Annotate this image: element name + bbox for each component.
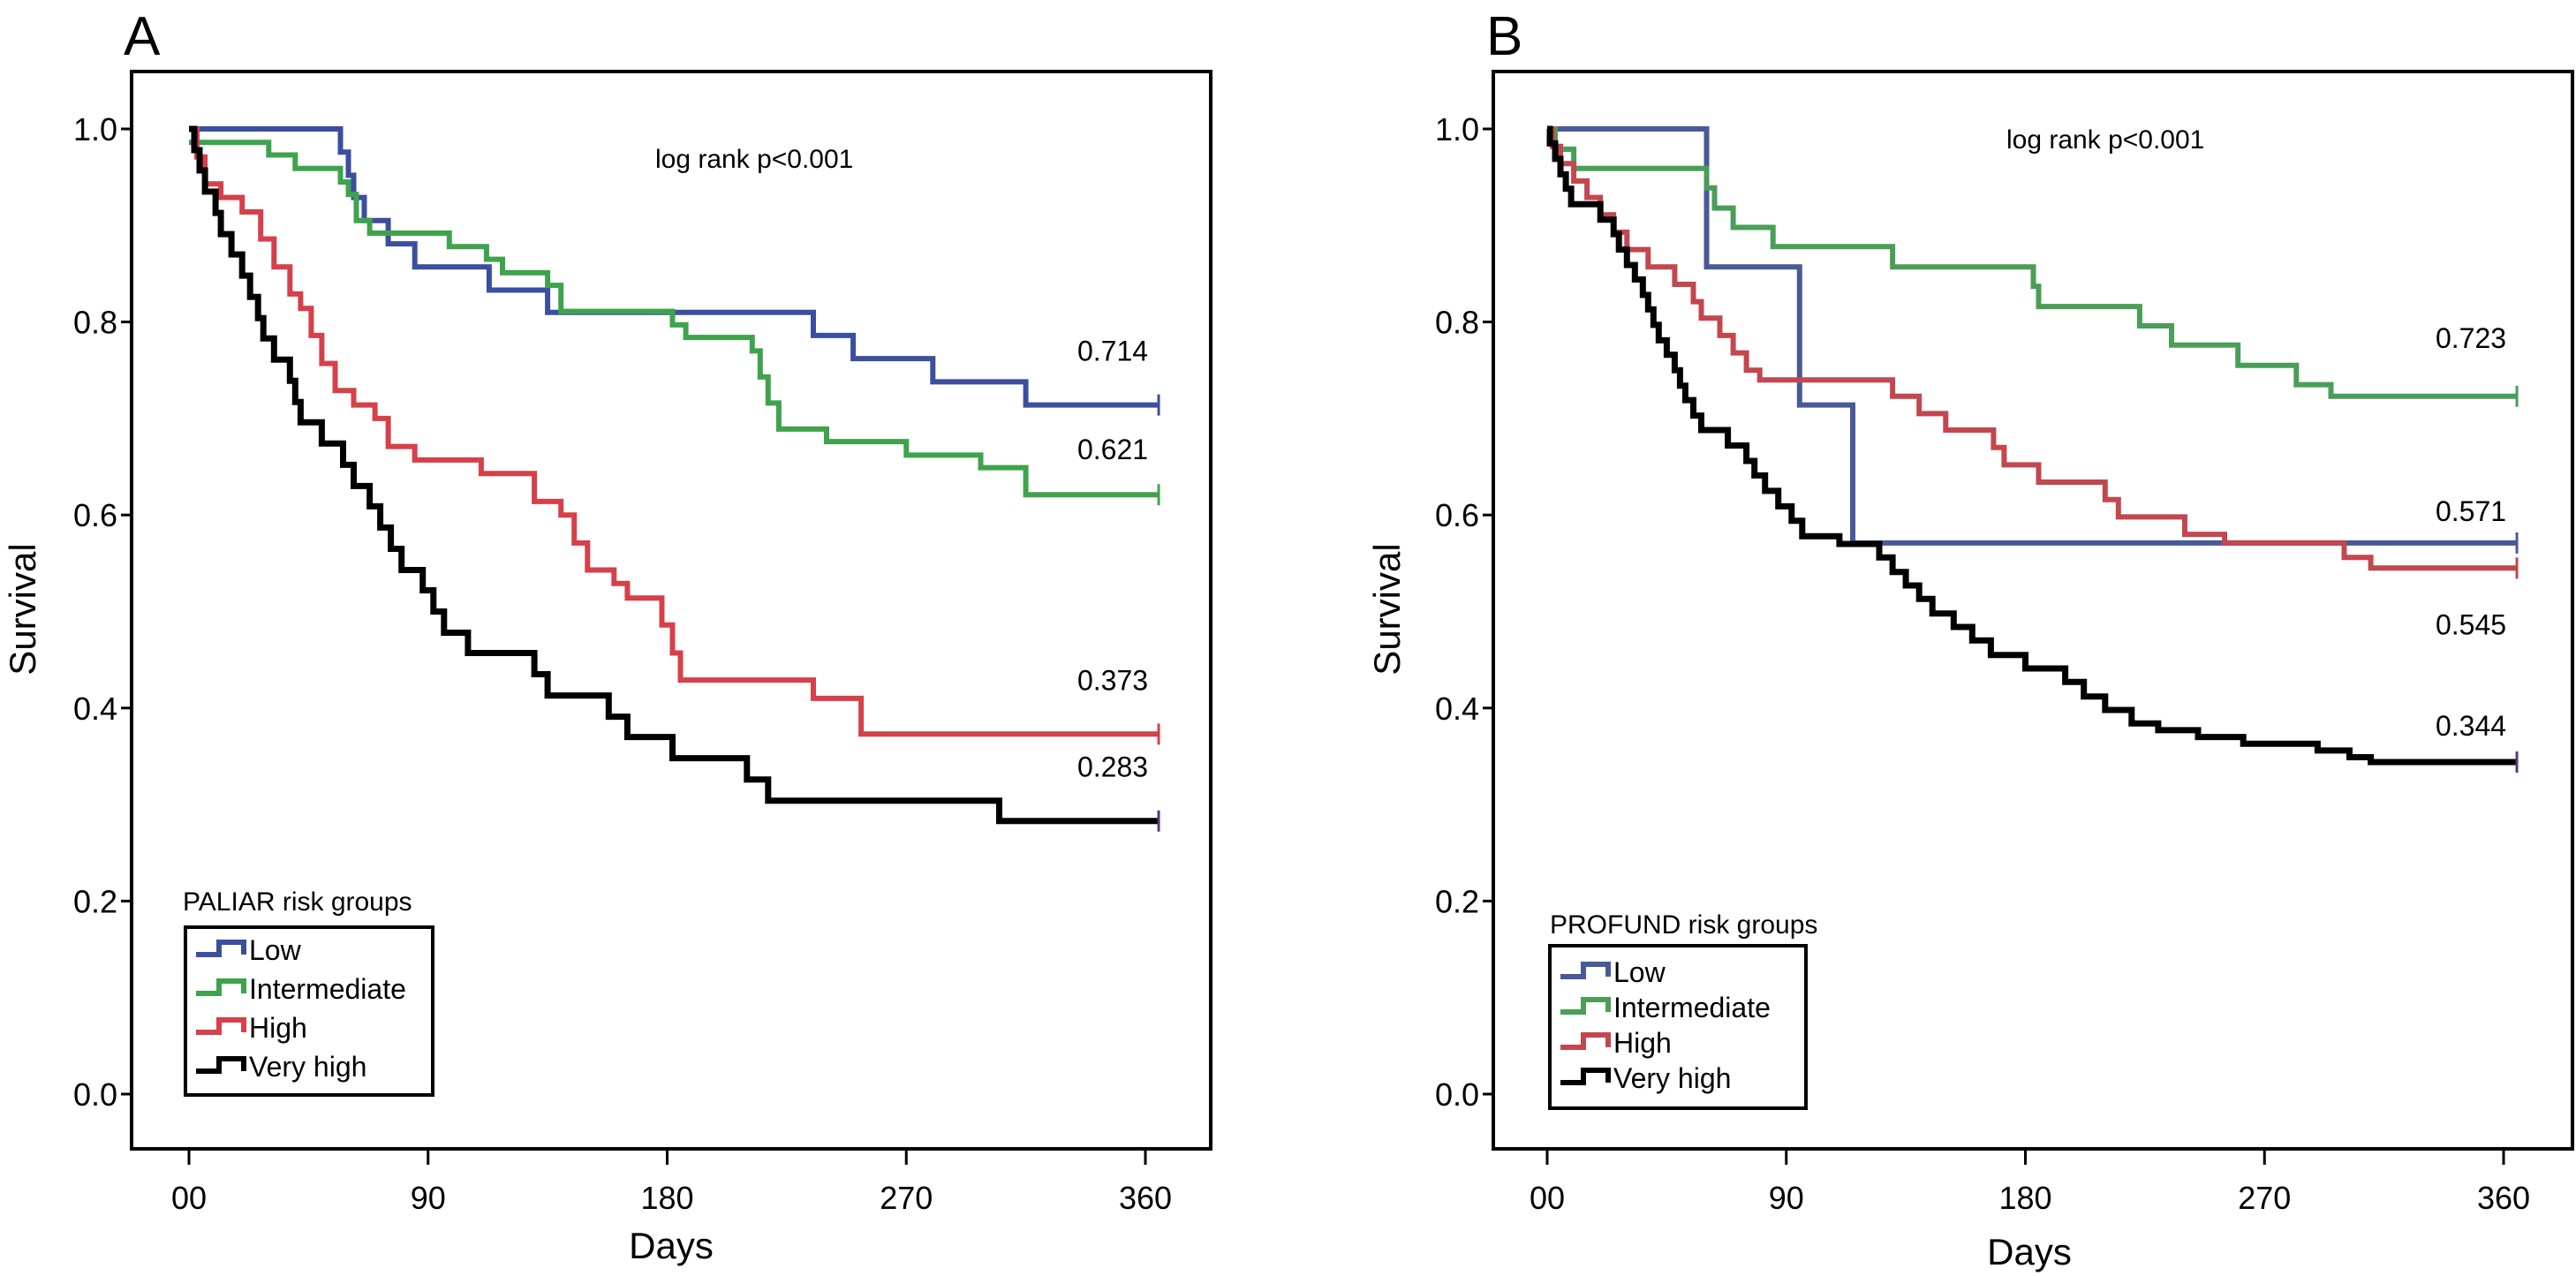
end-label-low: 0.714 [1077,336,1148,367]
x-axis-title-b: Days [1987,1231,2072,1272]
legend-box-b [1548,944,1808,1110]
legend-swatch-low [1560,962,1611,979]
end-label-very-high: 0.283 [1077,751,1148,783]
y-tick-label: 0.6 [73,497,117,533]
x-tick-label: 180 [1998,1180,2051,1216]
x-tick-label: 00 [1530,1180,1565,1216]
x-tick-label: 90 [411,1180,446,1216]
end-label-low: 0.571 [2436,495,2506,527]
curve-intermediate [1547,126,2517,399]
y-axis-title-a: Survival [2,543,43,675]
curve-low [189,126,1159,408]
x-tick-label: 90 [1769,1180,1804,1216]
log-rank-annotation-b: log rank p<0.001 [2006,125,2204,155]
legend-label-very-high: Very high [249,1051,366,1083]
curves-a [189,125,1160,832]
curve-very-high [1546,125,2517,766]
y-tick-label: 0.2 [73,883,117,919]
legend-label-very-high: Very high [1613,1062,1731,1094]
x-tick-label: 360 [1119,1180,1172,1216]
legend-title-b: PROFUND risk groups [1550,910,1817,940]
legend-label-intermediate: Intermediate [1613,992,1771,1023]
curve-high [1547,126,2517,571]
y-tick-label: 0.8 [1435,305,1479,341]
end-labels-a: 0.714 0.621 0.373 0.283 [1077,336,1148,783]
end-label-high: 0.373 [1077,664,1148,696]
x-tick-label: 270 [2238,1180,2291,1216]
y-axis-title-b: Survival [1366,543,1408,675]
end-labels-b: 0.571 0.723 0.545 0.344 [2436,322,2506,742]
legend-swatch-low [196,940,246,957]
y-tick-label: 1.0 [1435,111,1479,147]
y-tick-label: 0.0 [73,1076,117,1113]
legend-swatch-high [1560,1032,1611,1050]
legend-label-intermediate: Intermediate [249,973,406,1005]
y-tick-label: 0.4 [1435,691,1479,727]
legend-swatch-intermediate [196,978,246,996]
x-tick-label: 360 [2477,1180,2530,1216]
y-axis-b: 0.0 0.2 0.4 0.6 0.8 1.0 [1435,111,1493,1113]
log-rank-annotation-a: log rank p<0.001 [655,145,853,174]
y-axis-a: 0.0 0.2 0.4 0.6 0.8 1.0 [73,111,132,1113]
y-tick-label: 0.4 [73,691,117,727]
legend-swatch-high [196,1017,246,1035]
legend-label-high: High [249,1012,307,1044]
y-tick-label: 0.0 [1435,1076,1479,1113]
x-tick-label: 00 [171,1180,207,1216]
legend-swatch-very-high [196,1056,246,1074]
legend-label-low: Low [249,934,302,966]
end-label-intermediate: 0.723 [2436,322,2506,354]
curve-high [189,126,1159,737]
curves-b [1546,125,2519,774]
panel-a: A 0.0 0.2 0.4 0.6 0.8 1.0 00 90 180 270 360 Survi… [2,6,1212,1266]
curve-very-high [189,125,1159,825]
y-tick-label: 0.8 [73,305,117,341]
curve-low [1547,126,2517,546]
legend-a: Low Intermediate High Very high [196,934,406,1083]
panel-b: B 0.0 0.2 0.4 0.6 0.8 1.0 00 90 180 270 360 Survi… [1366,6,2574,1272]
legend-label-high: High [1613,1027,1672,1059]
end-label-high: 0.545 [2436,608,2506,640]
legend-swatch-intermediate [1560,997,1611,1015]
x-axis-a: 00 90 180 270 360 [171,1149,1172,1216]
x-tick-label: 270 [880,1180,933,1216]
end-label-very-high: 0.344 [2436,710,2506,742]
x-axis-b: 00 90 180 270 360 [1530,1149,2530,1216]
curve-intermediate [189,140,1159,498]
panel-letter-a: A [124,6,161,67]
end-label-intermediate: 0.621 [1077,434,1148,465]
plot-frame-a [130,70,1212,1151]
x-tick-label: 180 [640,1180,693,1216]
legend-title-a: PALIAR risk groups [183,887,412,917]
legend-box-a [184,925,434,1097]
y-tick-label: 0.6 [1435,497,1479,533]
legend-label-low: Low [1613,956,1666,988]
y-tick-label: 0.2 [1435,883,1479,919]
y-tick-label: 1.0 [73,111,117,147]
panel-letter-b: B [1486,6,1522,67]
x-axis-title-a: Days [629,1225,714,1266]
legend-swatch-very-high [1560,1068,1611,1085]
plot-frame-b [1492,70,2574,1151]
